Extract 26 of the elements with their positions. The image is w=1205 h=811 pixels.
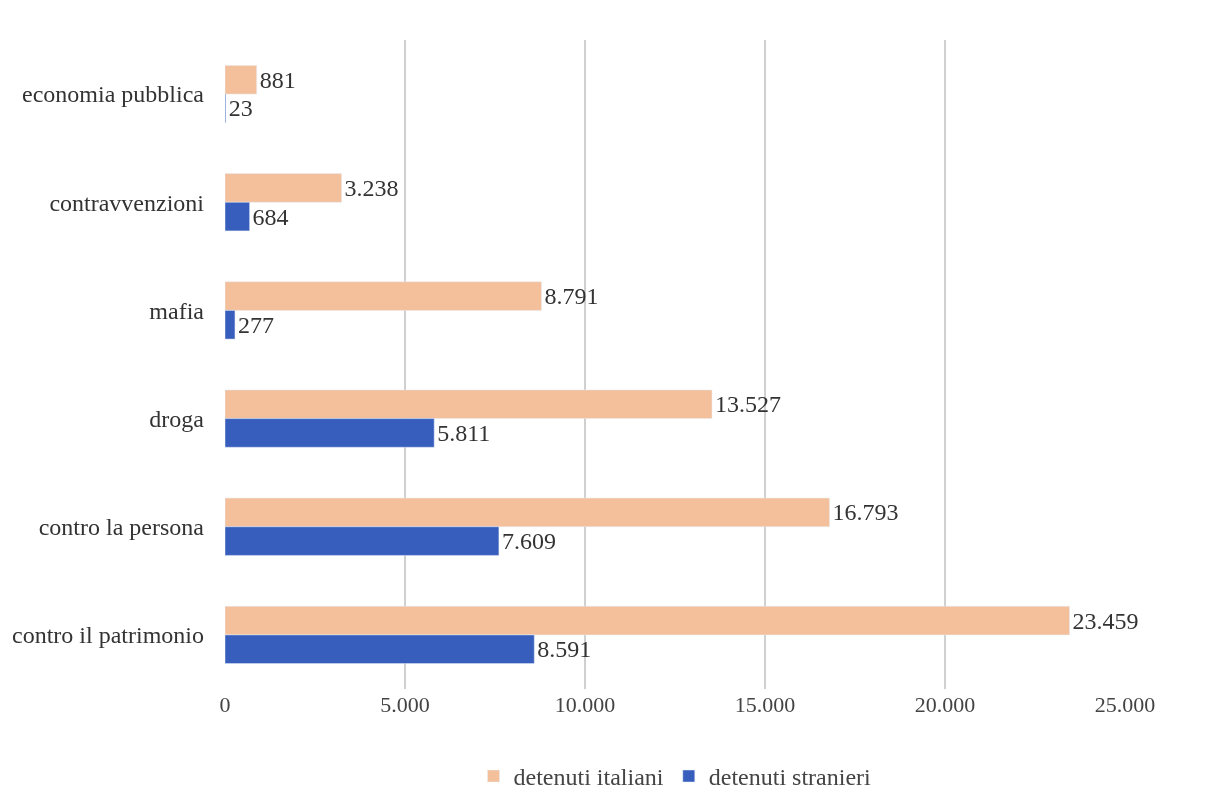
data-label: 23.459 [1072,607,1139,634]
y-tick-label: contro il patrimonio [12,622,204,649]
data-label: 7.609 [501,528,556,555]
x-tick-label: 5.000 [380,692,430,717]
x-tick-label: 25.000 [1094,692,1156,717]
data-label: 23 [228,95,253,122]
data-label: 16.793 [832,499,899,526]
data-label: 13.527 [714,391,781,418]
data-label: 5.811 [437,419,491,446]
y-tick-label: economia pubblica [22,81,205,108]
x-tick-label: 20.000 [914,692,976,717]
y-tick-label: droga [149,405,205,432]
data-label: 881 [259,66,296,93]
data-label: 3.238 [344,174,399,201]
x-tick-label: 10.000 [554,692,616,717]
legend-label: detenuti stranieri [708,764,872,791]
x-tick-label: 0 [219,692,231,717]
x-tick-label: 15.000 [734,692,796,717]
y-tick-label: mafia [149,297,205,324]
legend-label: detenuti italiani [513,764,664,791]
y-tick-label: contravvenzioni [49,189,205,216]
data-label: 684 [252,203,289,230]
y-tick-label: contro la persona [38,514,205,541]
data-label: 8.791 [544,283,599,310]
data-label: 277 [237,311,274,338]
data-label: 8.591 [537,636,592,663]
